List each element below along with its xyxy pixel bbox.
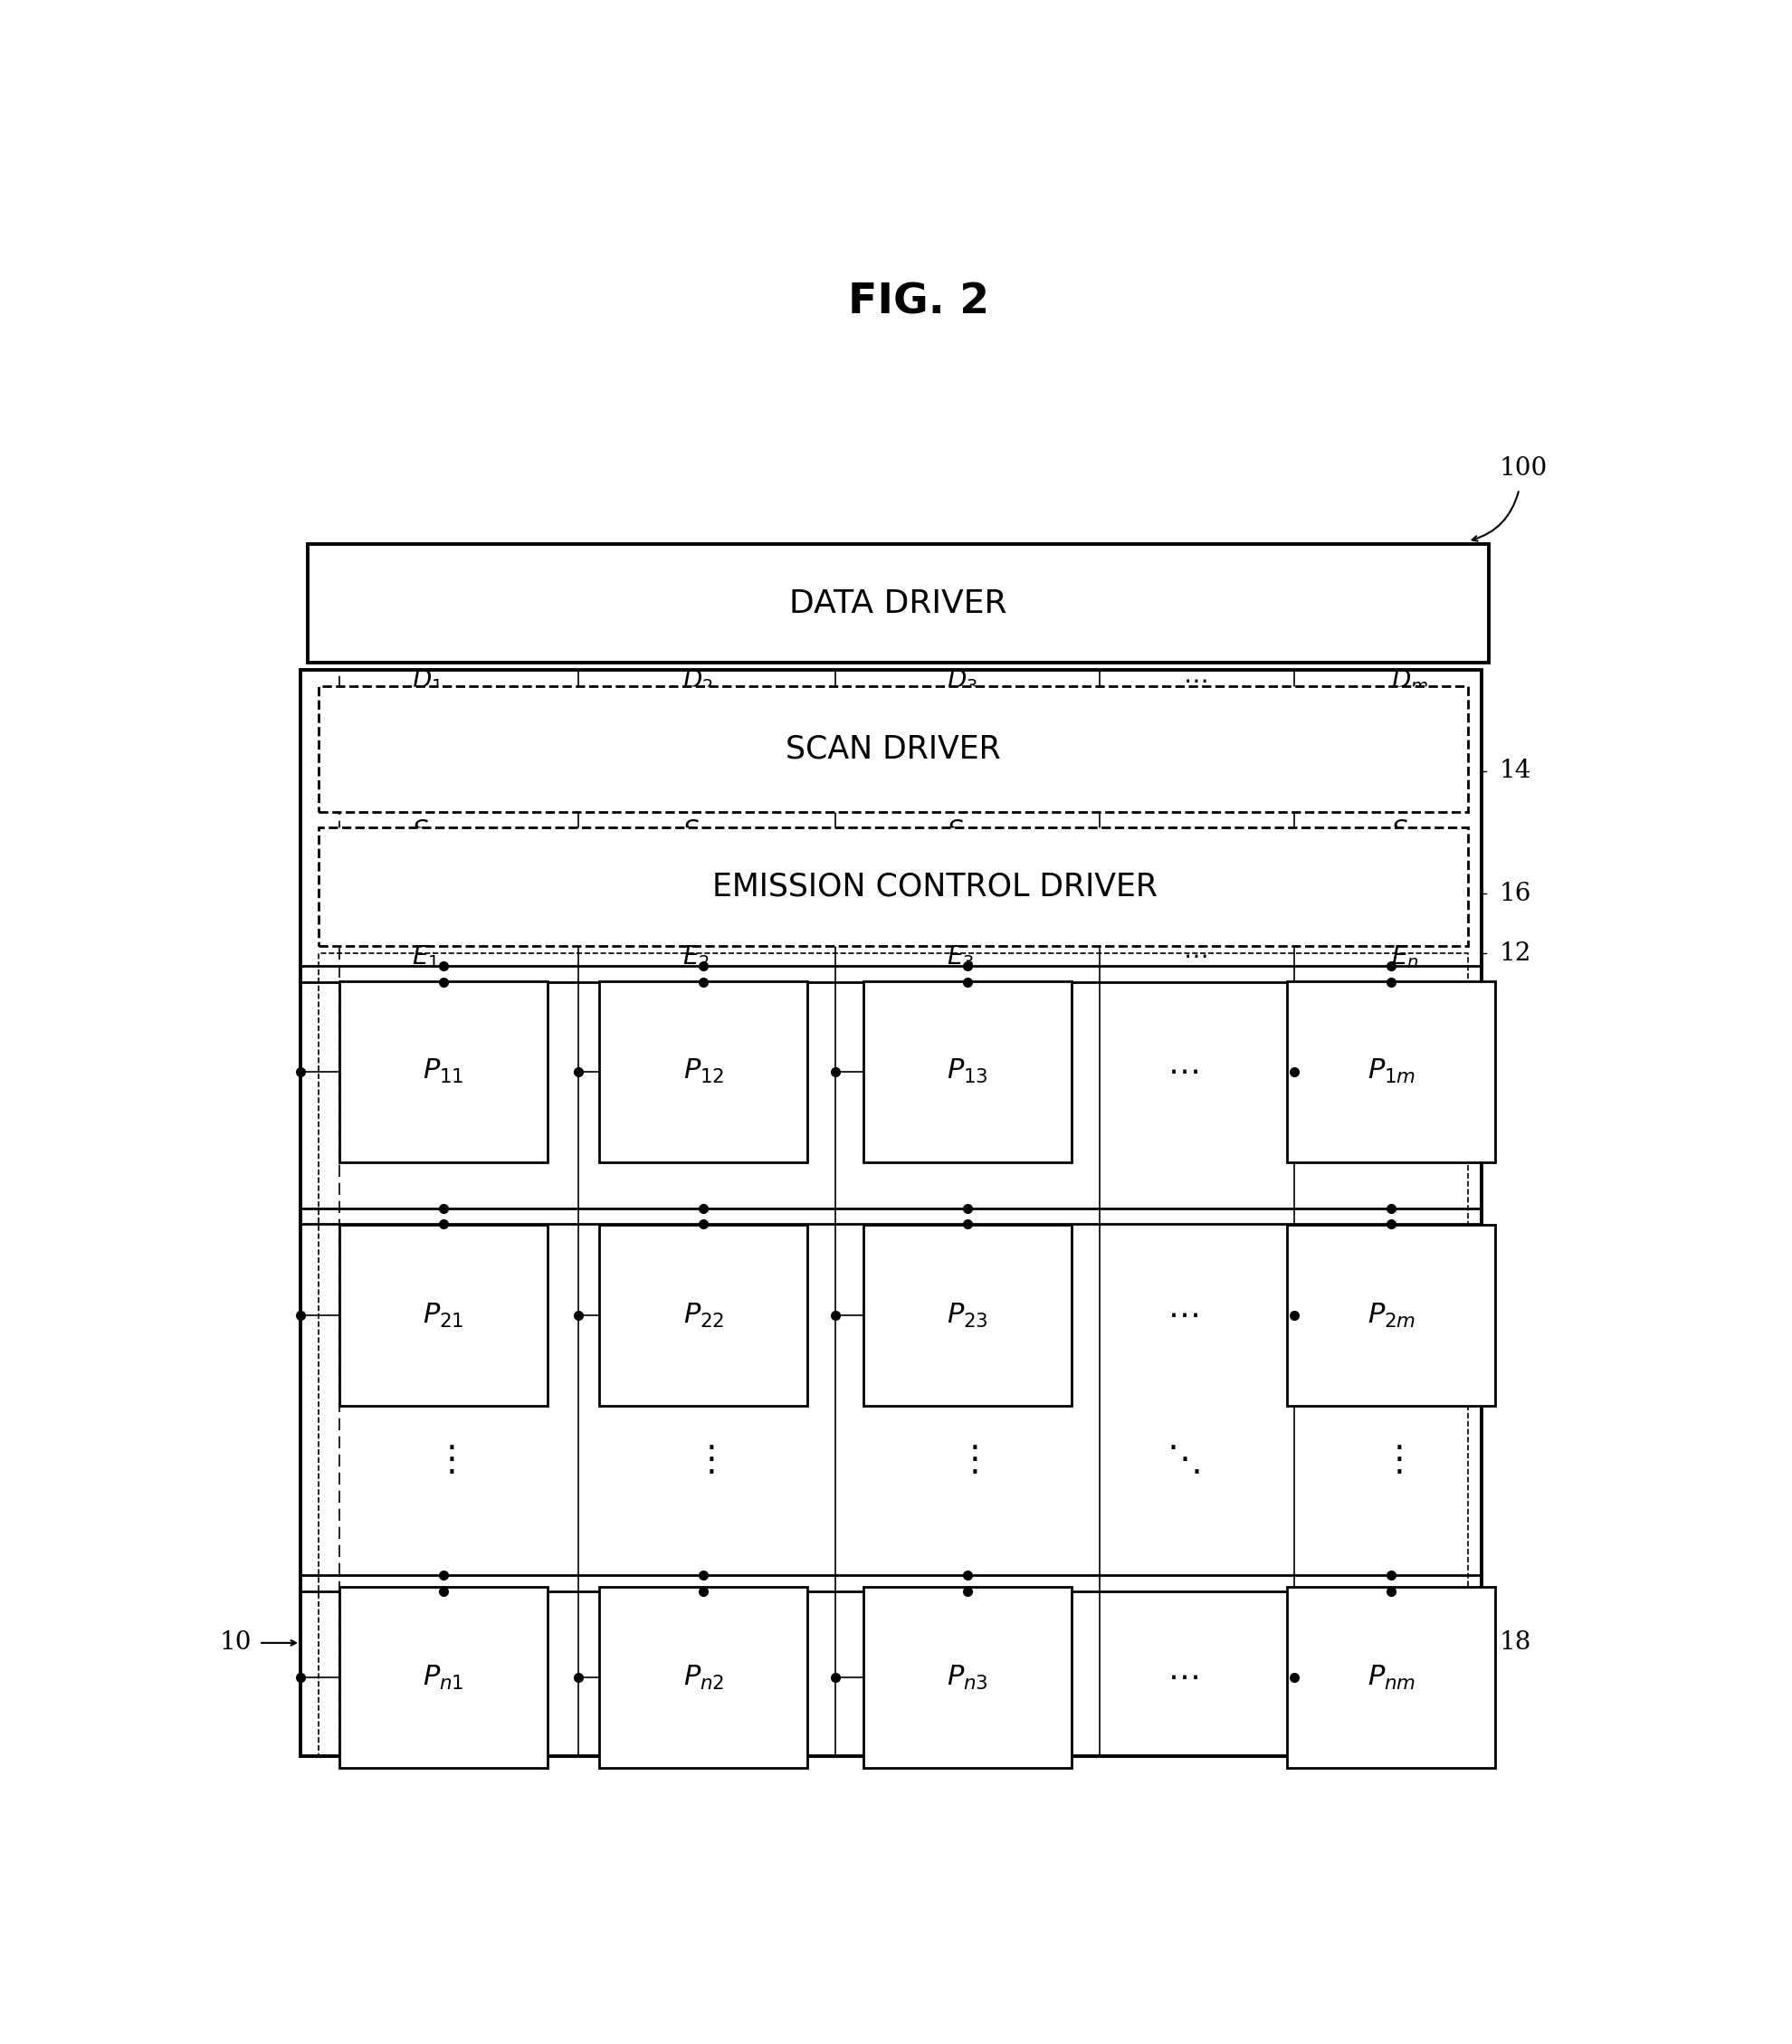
Bar: [864, 1586, 1072, 1768]
Text: $D_2$: $D_2$: [683, 668, 713, 695]
Text: 100: 100: [1498, 456, 1546, 480]
Text: $P_{n1}$: $P_{n1}$: [423, 1664, 464, 1692]
Bar: [301, 670, 1480, 1756]
Bar: [599, 1586, 806, 1768]
Bar: [339, 981, 548, 1163]
Bar: [864, 1224, 1072, 1406]
Text: EMISSION CONTROL DRIVER: EMISSION CONTROL DRIVER: [711, 871, 1158, 901]
Text: $E_1$: $E_1$: [412, 942, 439, 971]
Text: 12: 12: [1498, 942, 1530, 965]
Text: $S_1$: $S_1$: [412, 818, 439, 844]
Text: 10: 10: [220, 1631, 251, 1656]
Text: $P_{11}$: $P_{11}$: [423, 1057, 464, 1085]
Text: $\vdots$: $\vdots$: [1380, 1443, 1401, 1478]
Text: $D_m$: $D_m$: [1391, 668, 1428, 695]
Bar: [599, 1224, 806, 1406]
Text: $P_{nm}$: $P_{nm}$: [1367, 1664, 1414, 1692]
Bar: [1287, 1224, 1495, 1406]
Text: $P_{23}$: $P_{23}$: [946, 1302, 987, 1329]
Text: $\vdots$: $\vdots$: [434, 1443, 453, 1478]
Text: $\cdots$: $\cdots$: [1183, 818, 1206, 842]
Bar: [1287, 1586, 1495, 1768]
Bar: [319, 687, 1468, 811]
Text: $D_3$: $D_3$: [946, 668, 977, 695]
Text: $\cdots$: $\cdots$: [1167, 1057, 1197, 1087]
Text: $S_3$: $S_3$: [946, 818, 973, 844]
Text: 16: 16: [1498, 881, 1530, 905]
Text: $P_{22}$: $P_{22}$: [683, 1302, 724, 1329]
Text: $\vdots$: $\vdots$: [957, 1443, 978, 1478]
Bar: [1287, 981, 1495, 1163]
Text: $E_3$: $E_3$: [946, 942, 973, 971]
Text: $\ddots$: $\ddots$: [1167, 1443, 1199, 1478]
Text: DATA DRIVER: DATA DRIVER: [788, 589, 1007, 619]
Bar: [339, 1586, 548, 1768]
Text: $D_1$: $D_1$: [412, 668, 443, 695]
Text: $P_{n3}$: $P_{n3}$: [946, 1664, 987, 1692]
Text: $P_{13}$: $P_{13}$: [946, 1057, 987, 1085]
Bar: [319, 828, 1468, 946]
Bar: [319, 953, 1468, 1756]
Text: $S_n$: $S_n$: [1391, 818, 1417, 844]
Bar: [339, 1224, 548, 1406]
Text: $P_{2m}$: $P_{2m}$: [1367, 1302, 1414, 1329]
Text: $\cdots$: $\cdots$: [1167, 1300, 1197, 1331]
Text: $P_{1m}$: $P_{1m}$: [1367, 1057, 1414, 1085]
Text: $P_{n2}$: $P_{n2}$: [683, 1664, 724, 1692]
Bar: [308, 544, 1487, 662]
Text: $P_{12}$: $P_{12}$: [683, 1057, 724, 1085]
Text: SCAN DRIVER: SCAN DRIVER: [785, 734, 1000, 764]
Bar: [599, 981, 806, 1163]
Text: $E_n$: $E_n$: [1391, 942, 1417, 971]
Text: FIG. 2: FIG. 2: [848, 282, 989, 323]
Text: $S_2$: $S_2$: [683, 818, 710, 844]
Text: 14: 14: [1498, 758, 1530, 783]
Text: $E_2$: $E_2$: [683, 942, 710, 971]
Bar: [864, 981, 1072, 1163]
Text: 18: 18: [1498, 1631, 1530, 1656]
Text: $\cdots$: $\cdots$: [1183, 668, 1206, 693]
Text: $P_{21}$: $P_{21}$: [423, 1302, 464, 1329]
Text: $\vdots$: $\vdots$: [692, 1443, 713, 1478]
Text: $\cdots$: $\cdots$: [1167, 1662, 1197, 1692]
Text: $\cdots$: $\cdots$: [1183, 944, 1206, 969]
Text: 20: 20: [484, 548, 514, 572]
